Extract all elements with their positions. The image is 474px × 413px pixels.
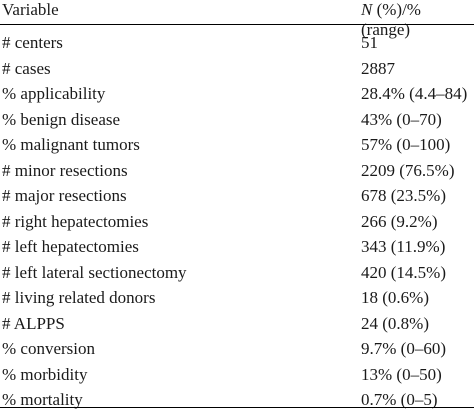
row-value: 343 (11.9%) (361, 237, 446, 256)
row-value: 420 (14.5%) (361, 262, 446, 282)
row-variable: # ALPPS (2, 313, 65, 333)
table-row: # centers 51 (0, 30, 474, 56)
row-value: 0.7% (0–5) (361, 390, 438, 409)
table-row: # minor resections 2209 (76.5%) (0, 158, 474, 184)
row-value: 2887 (361, 58, 395, 78)
row-variable: # minor resections (2, 160, 128, 180)
table-row: % morbidity 13% (0–50) (0, 362, 474, 388)
row-value: 678 (23.5%) (361, 186, 446, 205)
row-value: 24 (0.8%) (361, 313, 429, 333)
table-row: % conversion 9.7% (0–60) (0, 336, 474, 362)
table-row: # left hepatectomies 343 (11.9%) (0, 234, 474, 260)
row-variable: % applicability (2, 84, 106, 103)
table-row: # major resections 678 (23.5%) (0, 183, 474, 209)
row-variable: % conversion (2, 339, 96, 358)
header-value-n: N (361, 0, 373, 19)
row-value: 57% (0–100) (361, 135, 451, 154)
row-value: 13% (0–50) (361, 364, 442, 384)
row-variable: # major resections (2, 186, 127, 205)
row-variable: # right hepatectomies (2, 211, 149, 231)
row-variable: # left lateral sectionectomy (2, 262, 187, 282)
row-value: 9.7% (0–60) (361, 339, 446, 358)
row-variable: % benign disease (2, 109, 121, 129)
table-row: % benign disease 43% (0–70) (0, 107, 474, 133)
row-value: 51 (361, 33, 378, 52)
table-row: # right hepatectomies 266 (9.2%) (0, 209, 474, 235)
row-value: 28.4% (4.4–84) (361, 84, 468, 103)
row-variable: # cases (2, 58, 51, 78)
row-variable: # centers (2, 33, 63, 52)
row-variable: # living related donors (2, 288, 156, 307)
table-row: % applicability 28.4% (4.4–84) (0, 81, 474, 107)
row-variable: % morbidity (2, 364, 88, 384)
row-value: 2209 (76.5%) (361, 160, 455, 180)
table-row: # ALPPS 24 (0.8%) (0, 311, 474, 337)
row-value: 43% (0–70) (361, 109, 442, 129)
row-value: 266 (9.2%) (361, 211, 438, 231)
header-variable: Variable (2, 0, 59, 19)
table-row: # cases 2887 (0, 56, 474, 82)
header-value: N (%)/% (range) (361, 0, 474, 39)
row-value: 18 (0.6%) (361, 288, 429, 307)
table-row: % malignant tumors 57% (0–100) (0, 132, 474, 158)
table-row: # left lateral sectionectomy 420 (14.5%) (0, 260, 474, 286)
table-row: # living related donors 18 (0.6%) (0, 285, 474, 311)
row-variable: # left hepatectomies (2, 237, 139, 256)
header-rule (0, 24, 474, 25)
row-variable: % mortality (2, 390, 83, 409)
table-row: % mortality 0.7% (0–5) (0, 387, 474, 413)
row-variable: % malignant tumors (2, 135, 140, 154)
